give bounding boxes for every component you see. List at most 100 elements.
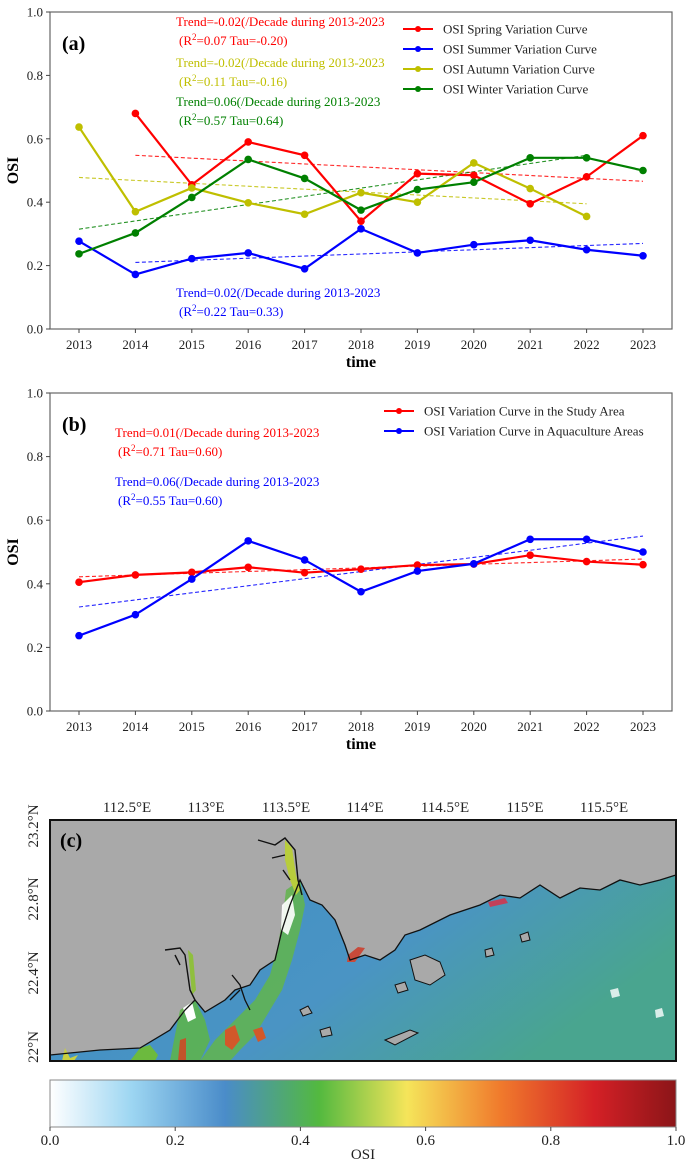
data-point	[300, 151, 309, 160]
data-point	[244, 138, 252, 146]
data-point	[413, 249, 422, 257]
trend-line	[78, 176, 587, 205]
y-tick-label: 1.0	[27, 5, 43, 20]
series-line	[78, 538, 644, 637]
map-lat-label: 23.2°N	[26, 804, 42, 847]
x-tick-label: 2020	[461, 337, 487, 352]
y-tick-label: 0.8	[27, 449, 43, 464]
data-point	[300, 174, 309, 183]
y-axis-label: OSI	[5, 157, 22, 185]
far-west-bay	[62, 1048, 78, 1061]
data-point	[582, 535, 591, 544]
panel-a: 0.0 0.2 0.4 0.6 0.8 1.0 2013 2014 2015 2016 2017 20…	[5, 5, 673, 371]
data-point	[75, 578, 83, 587]
data-point	[188, 184, 196, 192]
y-tick-label: 0.6	[27, 131, 44, 146]
data-point	[188, 254, 196, 263]
legend-swatch-marker	[415, 26, 421, 32]
y-tick-label: 0.2	[27, 258, 43, 273]
annotation-trend: Trend=0.02(/Decade during 2013-2023	[176, 285, 380, 300]
estuary-pearl-river	[200, 880, 305, 1061]
data-point	[244, 155, 252, 164]
high-osi-spot-2	[253, 1027, 266, 1042]
island-6	[519, 931, 531, 943]
x-tick-label: 2015	[179, 719, 205, 734]
map-lon-label: 114.5°E	[421, 800, 469, 816]
annotation-stats: (R2=0.55 Tau=0.60)	[118, 492, 222, 508]
x-tick-label: 2017	[292, 337, 319, 352]
data-point	[244, 537, 252, 545]
data-point	[131, 109, 140, 118]
axes-frame	[49, 392, 673, 712]
data-point	[413, 567, 422, 575]
x-tick-label: 2018	[348, 719, 374, 734]
y-tick-label: 1.0	[27, 386, 43, 401]
offshore-white-1	[610, 988, 620, 998]
colorbar-tick-label: 0.2	[166, 1133, 185, 1149]
x-tick-label: 2013	[66, 719, 92, 734]
data-point	[582, 154, 591, 162]
map-lon-label: 112.5°E	[103, 800, 151, 816]
x-tick-label: 2016	[235, 719, 262, 734]
legend-swatch-marker	[396, 408, 402, 414]
map-lat-label: 22.4°N	[26, 951, 42, 994]
colorbar-tick-label: 1.0	[667, 1133, 686, 1149]
data-point	[244, 249, 252, 257]
data-point	[188, 193, 196, 202]
data-point	[470, 240, 478, 249]
panel-label: (a)	[62, 33, 85, 55]
trend-line	[78, 535, 644, 608]
data-point	[75, 631, 83, 640]
data-point	[188, 575, 196, 583]
data-point	[639, 251, 647, 260]
data-point	[582, 245, 591, 254]
data-point	[413, 169, 422, 178]
island-1	[394, 981, 409, 994]
data-point	[357, 587, 365, 596]
data-point	[357, 565, 365, 573]
colorbar-label: OSI	[351, 1147, 375, 1163]
legend-entry: OSI Spring Variation Curve	[443, 22, 588, 37]
data-point	[357, 188, 365, 197]
x-tick-label: 2020	[461, 719, 487, 734]
annotation-trend: Trend=-0.02(/Decade during 2013-2023	[176, 55, 385, 70]
map-lon-label: 115.5°E	[580, 800, 628, 816]
annotation-stats: (R2=0.11 Tau=-0.16)	[179, 73, 287, 89]
data-point	[300, 556, 309, 564]
annotation-stats: (R2=0.71 Tau=0.60)	[118, 443, 222, 459]
data-point	[357, 217, 365, 226]
data-point	[75, 250, 83, 258]
sea-region	[50, 875, 676, 1061]
map-lon-label: 113°E	[187, 800, 224, 816]
data-point	[582, 557, 591, 566]
legend: OSI Spring Variation Curve OSI Summer Var…	[403, 22, 597, 97]
y-tick-label: 0.0	[27, 322, 43, 337]
data-point	[639, 548, 647, 556]
x-tick-label: 2021	[517, 719, 543, 734]
map-frame	[49, 819, 677, 1062]
colorbar	[49, 1079, 677, 1128]
x-tick-label: 2013	[66, 337, 92, 352]
annotation-stats: (R2=0.57 Tau=0.64)	[179, 112, 283, 128]
trend-annotation: Trend=0.02(/Decade during 2013-2023 (R2=0…	[176, 285, 380, 319]
data-point	[131, 571, 140, 579]
annotation-stats: (R2=0.22 Tau=0.33)	[179, 303, 283, 319]
map-area	[50, 820, 676, 1061]
trend-line	[135, 242, 644, 263]
x-tick-label: 2015	[179, 337, 205, 352]
high-osi-spot-5	[488, 898, 508, 907]
data-point	[582, 212, 591, 221]
y-tick-label: 0.4	[27, 576, 44, 591]
trend-annotation: Trend=0.01(/Decade during 2013-2023 (R2=0…	[115, 425, 319, 459]
x-tick-label: 2016	[235, 337, 262, 352]
data-point	[526, 154, 534, 162]
offshore-white-2	[655, 1008, 664, 1018]
x-tick-label: 2021	[517, 337, 543, 352]
legend-entry: OSI Winter Variation Curve	[443, 82, 588, 97]
colorbar-tick-label: 0.6	[416, 1133, 435, 1149]
map-lat-label: 22°N	[26, 1031, 42, 1063]
legend-swatch-marker	[396, 428, 402, 434]
data-point	[526, 535, 534, 544]
x-tick-label: 2014	[122, 337, 149, 352]
data-point	[413, 198, 422, 206]
